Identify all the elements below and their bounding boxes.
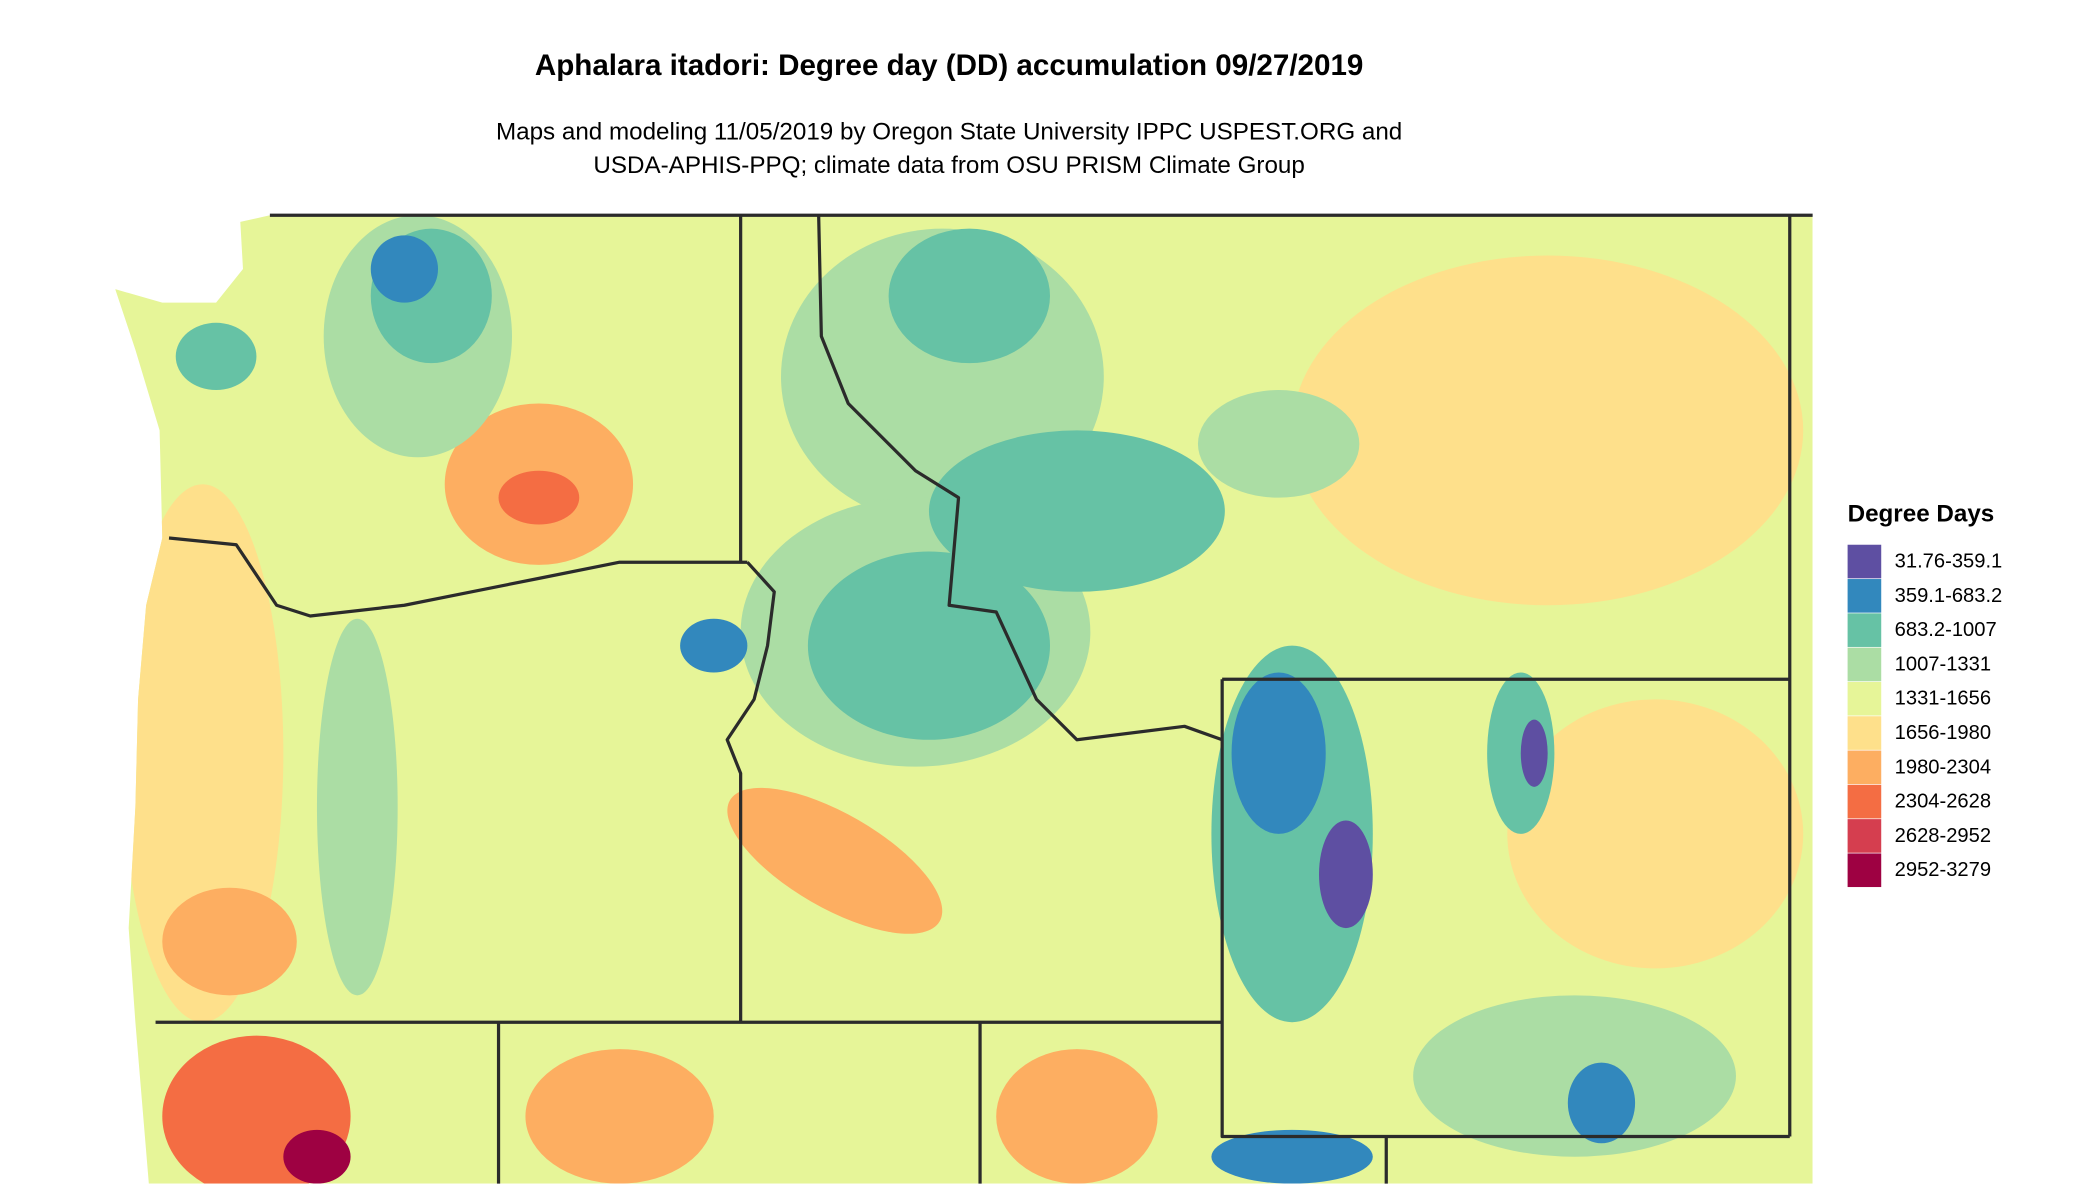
subtitle: Maps and modeling 11/05/2019 by Oregon S… [496, 119, 1402, 146]
legend-label: 683.2-1007 [1895, 619, 1997, 641]
legend-label: 1007-1331 [1895, 653, 1991, 675]
legend-swatch [1847, 579, 1882, 613]
subtitle: USDA-APHIS-PPQ; climate data from OSU PR… [593, 152, 1305, 179]
legend-label: 359.1-683.2 [1895, 585, 2003, 607]
borders [155, 213, 1813, 1184]
legend-swatch [1847, 613, 1882, 647]
legend-label: 2628-2952 [1895, 825, 1991, 847]
legend-swatch [1847, 784, 1882, 819]
legend-label: 2304-2628 [1895, 791, 1991, 813]
title: Aphalara itadori: Degree day (DD) accumu… [535, 49, 1363, 82]
legend-label: 1656-1980 [1895, 722, 1991, 744]
legend-label: 1331-1656 [1895, 688, 1991, 710]
legend-swatch [1847, 647, 1882, 682]
legend-swatch [1847, 853, 1882, 888]
legend-swatch [1847, 681, 1882, 716]
legend: Degree Days 31.76-359.1 359.1-683.2 683.2-… [1847, 501, 2003, 888]
legend-title: Degree Days [1848, 501, 1995, 528]
degree-day-map [115, 215, 1813, 1184]
legend-swatch [1847, 750, 1882, 785]
legend-swatch [1847, 716, 1882, 750]
legend-swatch [1847, 544, 1882, 579]
legend-swatch [1847, 819, 1882, 853]
legend-label: 2952-3279 [1895, 859, 1991, 881]
legend-label: 1980-2304 [1895, 756, 1991, 778]
legend-label: 31.76-359.1 [1895, 551, 2003, 573]
